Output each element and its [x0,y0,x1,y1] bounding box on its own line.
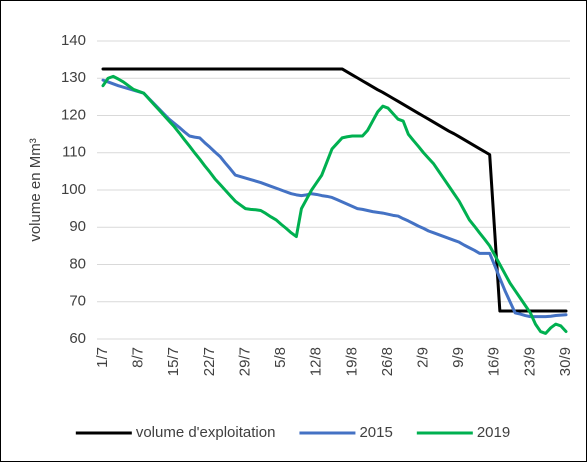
legend-label: 2015 [359,424,392,441]
x-tick-label: 12/8 [308,347,325,376]
x-tick-label: 9/9 [450,347,467,368]
x-tick-label: 1/7 [94,347,111,368]
legend-label: volume d'exploitation [136,424,276,441]
y-tick-label: 130 [61,69,86,86]
y-tick-label: 110 [62,144,86,161]
x-tick-label: 8/7 [130,347,147,368]
y-tick-label: 60 [69,330,86,347]
y-tick-label: 100 [61,181,86,198]
series-line [101,78,568,319]
series-line [101,74,568,335]
y-axis-title: volume en Mm³ [27,138,44,241]
y-tick-label: 120 [61,106,86,123]
x-tick-label: 30/9 [557,347,574,376]
legend-label: 2019 [477,424,510,441]
x-tick-label: 23/9 [521,347,538,376]
x-tick-label: 22/7 [201,347,218,376]
series-line [101,67,568,313]
x-tick-label: 19/8 [343,347,360,376]
y-tick-label: 140 [61,32,86,49]
x-tick-label: 16/9 [486,347,503,376]
y-tick-label: 80 [69,255,86,272]
x-tick-label: 26/8 [379,347,396,376]
y-tick-label: 70 [69,293,86,310]
y-tick-label: 90 [69,218,86,235]
x-tick-label: 15/7 [165,347,182,376]
x-tick-label: 5/8 [272,347,289,368]
x-tick-label: 2/9 [415,347,432,368]
x-tick-label: 29/7 [236,347,253,376]
